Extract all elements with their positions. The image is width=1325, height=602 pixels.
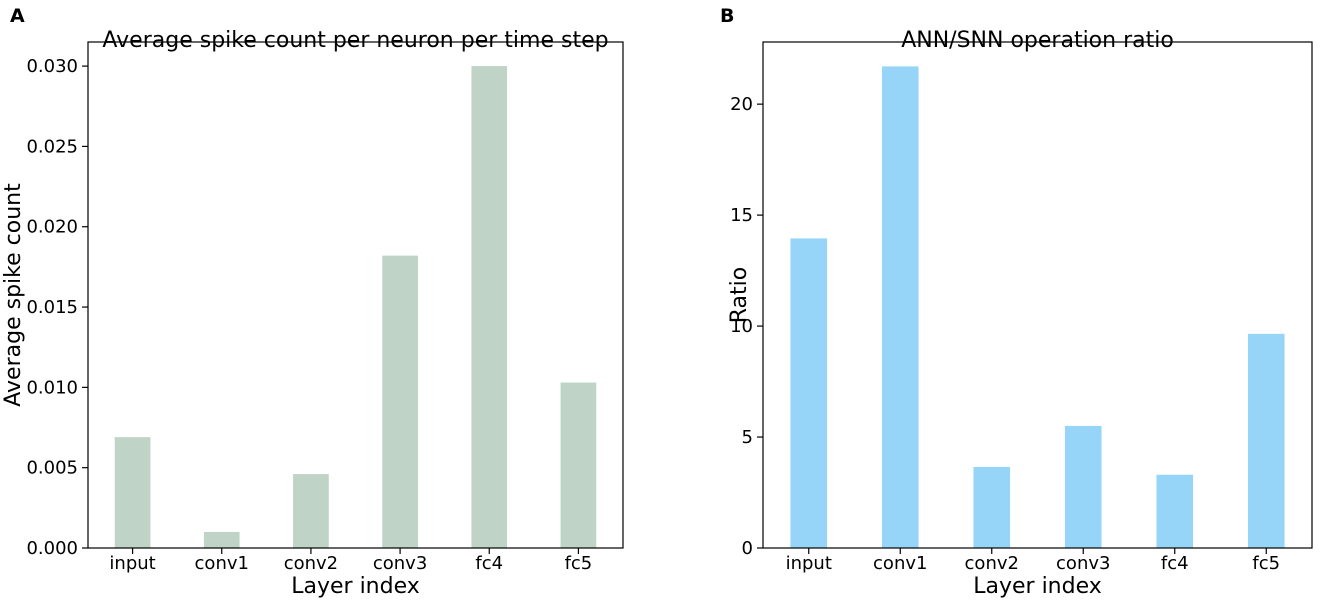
panel-letter: A: [10, 5, 25, 27]
x-tick-label: conv1: [873, 553, 927, 574]
y-tick-label: 0.015: [26, 297, 78, 318]
y-axis-label: Ratio: [727, 267, 752, 323]
x-axis-label: Layer index: [973, 574, 1102, 599]
y-tick-label: 0.005: [26, 458, 78, 479]
x-tick-label: conv2: [965, 553, 1019, 574]
y-tick-label: 0.000: [26, 538, 78, 559]
bar-conv2: [293, 474, 329, 548]
bar-fc4: [471, 66, 508, 548]
plot-frame: [87, 41, 624, 549]
bar-conv2: [973, 466, 1011, 548]
y-tick-label: 0.010: [26, 377, 78, 398]
y-tick-label: 0.020: [26, 217, 78, 238]
bar-fc4: [1156, 474, 1194, 548]
bar-conv3: [1064, 425, 1102, 548]
bar-input: [790, 238, 828, 548]
x-tick-label: fc5: [565, 553, 593, 574]
y-tick-label: 20: [730, 94, 753, 115]
x-tick-label: conv3: [373, 553, 427, 574]
y-tick-label: 10: [730, 316, 753, 337]
y-tick-label: 0.025: [26, 136, 78, 157]
x-tick-label: fc4: [1161, 553, 1189, 574]
x-tick-label: input: [109, 553, 155, 574]
chart-title: ANN/SNN operation ratio: [901, 28, 1174, 53]
y-tick-label: 5: [742, 427, 753, 448]
bar-conv3: [382, 255, 418, 548]
x-axis-label: Layer index: [291, 574, 420, 599]
x-tick-label: fc5: [1252, 553, 1280, 574]
y-tick-label: 0.030: [26, 56, 78, 77]
plot-frame: [762, 41, 1313, 549]
bar-conv1: [203, 531, 240, 548]
bar-fc5: [560, 382, 597, 548]
x-tick-label: conv2: [284, 553, 338, 574]
y-tick-label: 0: [742, 538, 753, 559]
panel-letter: B: [720, 5, 734, 27]
x-tick-label: conv1: [195, 553, 249, 574]
x-tick-label: fc4: [475, 553, 503, 574]
chart-title: Average spike count per neuron per time …: [102, 28, 608, 53]
panel-A: A Average spike count per neuron per time…: [1, 5, 624, 599]
x-tick-label: input: [786, 553, 832, 574]
bar-input: [114, 437, 151, 548]
panel-B: B ANN/SNN operation ratio 0 5 10 15 20 input con…: [720, 5, 1313, 599]
bar-fc5: [1247, 333, 1285, 548]
bar-conv1: [881, 66, 919, 548]
y-tick-label: 15: [730, 205, 753, 226]
y-axis-label: Average spike count: [1, 183, 26, 407]
x-tick-label: conv3: [1056, 553, 1110, 574]
